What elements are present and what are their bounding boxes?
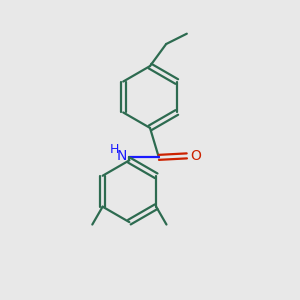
Text: O: O	[190, 149, 201, 163]
Text: H: H	[110, 142, 119, 156]
Text: N: N	[117, 149, 127, 164]
